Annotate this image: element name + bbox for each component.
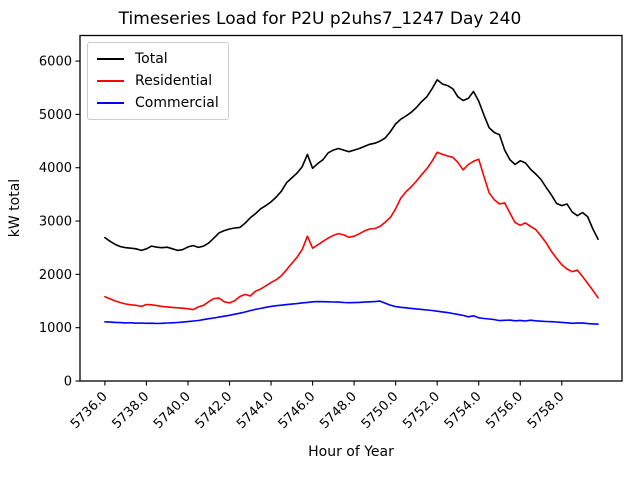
legend-line-swatch-residential xyxy=(97,80,124,82)
legend-entry-commercial: Commercial xyxy=(97,92,219,114)
y-tick-label: 5000 xyxy=(39,108,72,123)
x-tick-label: 5756.0 xyxy=(483,389,526,432)
x-tick-label: 5738.0 xyxy=(110,389,153,432)
series-line-residential xyxy=(104,151,599,311)
series-line-total xyxy=(104,79,599,252)
x-tick-label: 5736.0 xyxy=(68,389,111,432)
x-tick-label: 5746.0 xyxy=(276,389,319,432)
y-tick-label: 2000 xyxy=(39,268,72,283)
x-tick-label: 5758.0 xyxy=(525,389,568,432)
legend-entry-residential: Residential xyxy=(97,70,219,92)
x-tick-label: 5744.0 xyxy=(234,389,277,432)
x-tick-label: 5748.0 xyxy=(317,389,360,432)
x-tick-label: 5750.0 xyxy=(359,389,402,432)
x-tick-label: 5742.0 xyxy=(193,389,236,432)
series-line-commercial xyxy=(104,300,599,325)
chart-title: Timeseries Load for P2U p2uhs7_1247 Day … xyxy=(118,9,522,29)
y-tick-label: 4000 xyxy=(39,161,72,176)
legend-label-commercial: Commercial xyxy=(135,95,219,111)
y-tick-label: 3000 xyxy=(39,215,72,230)
legend: Total Residential Commercial xyxy=(87,42,229,120)
legend-label-residential: Residential xyxy=(135,73,213,89)
legend-line-swatch-commercial xyxy=(97,102,124,104)
y-tick-label: 1000 xyxy=(39,321,72,336)
legend-label-total: Total xyxy=(135,51,168,67)
x-tick-label: 5752.0 xyxy=(400,389,443,432)
x-tick-label: 5754.0 xyxy=(442,389,485,432)
legend-entry-total: Total xyxy=(97,48,219,70)
axes-frame xyxy=(79,34,623,382)
x-tick-label: 5740.0 xyxy=(151,389,194,432)
y-tick-label: 6000 xyxy=(39,55,72,70)
y-tick-label: 0 xyxy=(64,375,72,390)
legend-line-swatch-total xyxy=(97,58,124,60)
x-axis-label: Hour of Year xyxy=(308,444,394,460)
